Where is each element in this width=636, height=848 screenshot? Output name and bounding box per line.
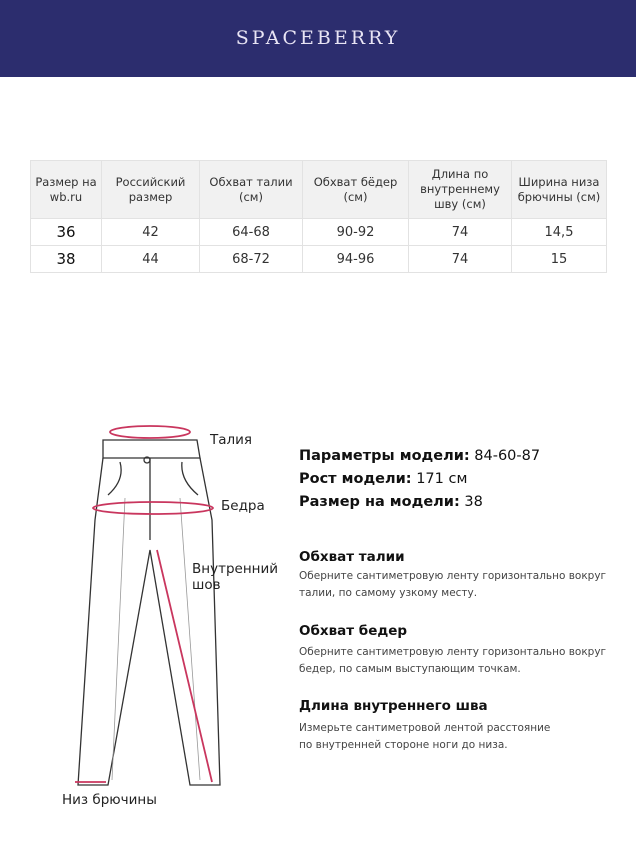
guide-text: Оберните сантиметровую ленту горизонталь…	[299, 570, 607, 599]
column-header: Ширина низа брючины (см)	[511, 160, 607, 219]
cell: 15	[511, 245, 607, 273]
header: SPACEBERRY	[0, 0, 636, 77]
hips-measure	[92, 501, 214, 515]
hips-label: Бедра	[221, 498, 265, 514]
inseam-label-2: шов	[192, 577, 221, 593]
guide-text: Измерьте сантиметровой лентой расстояние…	[299, 722, 551, 751]
waist-measure	[109, 425, 191, 439]
guide-title: Обхват талии	[299, 549, 405, 565]
table-header-row: Размер на wb.ru Российский размер Обхват…	[30, 160, 607, 219]
table-row: 38 44 68-72 94-96 74 15	[30, 245, 607, 273]
column-header: Обхват талии (см)	[199, 160, 303, 219]
hem-label: Низ брючины	[62, 792, 157, 808]
guide-text: Оберните сантиметровую ленту горизонталь…	[299, 646, 607, 675]
cell: 68-72	[199, 245, 303, 273]
model-params: Параметры модели: 84-60-87	[299, 448, 541, 464]
column-header: Длина по внутреннему шву (см)	[408, 160, 512, 219]
table-row: 36 42 64-68 90-92 74 14,5	[30, 218, 607, 246]
column-header: Размер на wb.ru	[30, 160, 102, 219]
column-header: Российский размер	[101, 160, 200, 219]
brand-logo: SPACEBERRY	[235, 27, 401, 49]
model-height: Рост модели: 171 см	[299, 471, 468, 487]
cell: 94-96	[302, 245, 409, 273]
cell: 38	[30, 245, 102, 273]
guide-title: Длина внутреннего шва	[299, 698, 488, 714]
size-table: Размер на wb.ru Российский размер Обхват…	[30, 160, 607, 273]
cell: 74	[408, 245, 512, 273]
guide-title: Обхват бедер	[299, 623, 408, 639]
column-header: Обхват бёдер (см)	[302, 160, 409, 219]
cell: 44	[101, 245, 200, 273]
model-size: Размер на модели: 38	[299, 494, 483, 510]
inseam-label-1: Внутренний	[192, 561, 279, 577]
cell: 14,5	[511, 218, 607, 246]
cell: 90-92	[302, 218, 409, 246]
waist-label: Талия	[210, 432, 253, 448]
